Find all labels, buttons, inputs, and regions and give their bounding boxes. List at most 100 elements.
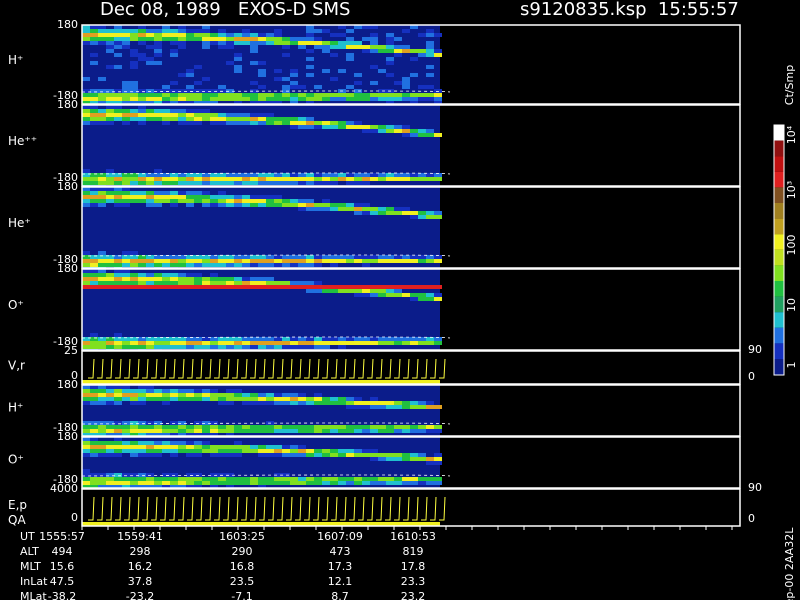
spectrogram-cell bbox=[290, 73, 298, 77]
spectrogram-cell bbox=[202, 425, 210, 429]
spectrogram-cell bbox=[186, 85, 194, 89]
spectrogram-cell bbox=[378, 405, 386, 409]
spectrogram-cell bbox=[402, 207, 410, 211]
spectrogram-cell bbox=[378, 289, 386, 293]
spectrogram-cell bbox=[378, 207, 386, 211]
model-curve bbox=[81, 474, 451, 477]
spectrogram-cell bbox=[194, 285, 202, 289]
spectrogram-cell bbox=[122, 269, 130, 273]
spectrogram-cell bbox=[418, 211, 426, 215]
spectrogram-cell bbox=[178, 393, 186, 397]
spectrogram-cell bbox=[122, 385, 130, 389]
spectrogram-cell bbox=[114, 41, 122, 45]
spectrogram-cell bbox=[194, 117, 202, 121]
spectrogram-cell bbox=[314, 29, 322, 33]
spectrogram-cell bbox=[146, 425, 154, 429]
spectrogram-cell bbox=[178, 173, 186, 177]
spectrogram-cell bbox=[242, 29, 250, 33]
spectrogram-cell bbox=[418, 293, 426, 297]
spectrogram-cell bbox=[250, 285, 258, 289]
spectrogram-cell bbox=[370, 397, 378, 401]
spectrogram-cell bbox=[290, 449, 298, 453]
spectrogram-cell bbox=[314, 45, 322, 49]
spectrogram-cell bbox=[234, 203, 242, 207]
spectrogram-cell bbox=[170, 433, 178, 437]
spectrogram-cell bbox=[154, 101, 162, 105]
spectrogram-cell bbox=[154, 29, 162, 33]
spectrogram-cell bbox=[274, 195, 282, 199]
spectrogram-cell bbox=[138, 89, 146, 93]
spectrogram-cell bbox=[298, 445, 306, 449]
spectrogram-cell bbox=[186, 453, 194, 457]
spectrogram-cell bbox=[90, 33, 98, 37]
spectrogram-cell bbox=[362, 125, 370, 129]
velocity-trace bbox=[394, 496, 401, 521]
spectrogram-cell bbox=[130, 429, 138, 433]
spectrogram-cell bbox=[242, 181, 250, 185]
spectrogram-cell bbox=[314, 173, 322, 177]
spectrogram-cell bbox=[426, 255, 434, 259]
spectrogram-cell bbox=[250, 255, 258, 259]
spectrogram-cell bbox=[226, 117, 234, 121]
spectrogram-cell bbox=[146, 341, 154, 345]
spectrogram-cell bbox=[250, 195, 258, 199]
spectrogram-cell bbox=[90, 177, 98, 181]
spectrogram-cell bbox=[98, 433, 106, 437]
spectrogram-cell bbox=[186, 191, 194, 195]
spectrogram-cell bbox=[114, 113, 122, 117]
spectrogram-cell bbox=[242, 285, 250, 289]
spectrogram-cell bbox=[274, 101, 282, 105]
spectrogram-cell bbox=[354, 125, 362, 129]
spectrogram-cell bbox=[378, 89, 386, 93]
spectrogram-cell bbox=[266, 37, 274, 41]
spectrogram-cell bbox=[266, 281, 274, 285]
spectrogram-cell bbox=[98, 37, 106, 41]
spectrogram-cell bbox=[386, 341, 394, 345]
spectrogram-cell bbox=[218, 37, 226, 41]
spectrogram-cell bbox=[370, 477, 378, 481]
spectrogram-cell bbox=[210, 277, 218, 281]
spectrogram-cell bbox=[194, 429, 202, 433]
table-value: 37.8 bbox=[128, 575, 153, 588]
spectrogram-cell bbox=[418, 297, 426, 301]
spectrogram-cell bbox=[226, 393, 234, 397]
spectrogram-cell bbox=[98, 273, 106, 277]
spectrogram-cell bbox=[106, 105, 114, 109]
spectrogram-cell bbox=[138, 37, 146, 41]
spectrogram-cell bbox=[218, 85, 226, 89]
spectrogram-cell bbox=[106, 397, 114, 401]
spectrogram-cell bbox=[218, 199, 226, 203]
spectrogram-cell bbox=[130, 281, 138, 285]
spectrogram-cell bbox=[194, 37, 202, 41]
spectrogram-cell bbox=[354, 425, 362, 429]
spectrogram-cell bbox=[354, 255, 362, 259]
spectrogram-cell bbox=[298, 477, 306, 481]
spectrogram-cell bbox=[186, 181, 194, 185]
spectrogram-cell bbox=[410, 133, 418, 137]
spectrogram-cell bbox=[298, 121, 306, 125]
spectrogram-cell bbox=[122, 251, 130, 255]
velocity-trace bbox=[250, 496, 257, 521]
spectrogram-cell bbox=[338, 345, 346, 349]
spectrogram-cell bbox=[338, 69, 346, 73]
spectrogram-cell bbox=[202, 441, 210, 445]
velocity-trace bbox=[304, 358, 311, 379]
spectrogram-cell bbox=[122, 397, 130, 401]
spectrogram-cell bbox=[322, 97, 330, 101]
spectrogram-cell bbox=[114, 181, 122, 185]
spectrogram-cell bbox=[106, 385, 114, 389]
spectrogram-cell bbox=[154, 61, 162, 65]
spectrogram-cell bbox=[218, 195, 226, 199]
spectrogram-cell bbox=[154, 397, 162, 401]
spectrogram-cell bbox=[90, 445, 98, 449]
spectrogram-cell bbox=[426, 173, 434, 177]
spectrogram-cell bbox=[98, 173, 106, 177]
spectrogram-cell bbox=[146, 29, 154, 33]
spectrogram-cell bbox=[178, 481, 186, 485]
spectrogram-cell bbox=[130, 473, 138, 477]
spectrogram-cell bbox=[290, 281, 298, 285]
spectrogram-cell bbox=[394, 429, 402, 433]
spectrogram-cell bbox=[162, 101, 170, 105]
spectrogram-cell bbox=[410, 255, 418, 259]
spectrogram-cell bbox=[306, 181, 314, 185]
